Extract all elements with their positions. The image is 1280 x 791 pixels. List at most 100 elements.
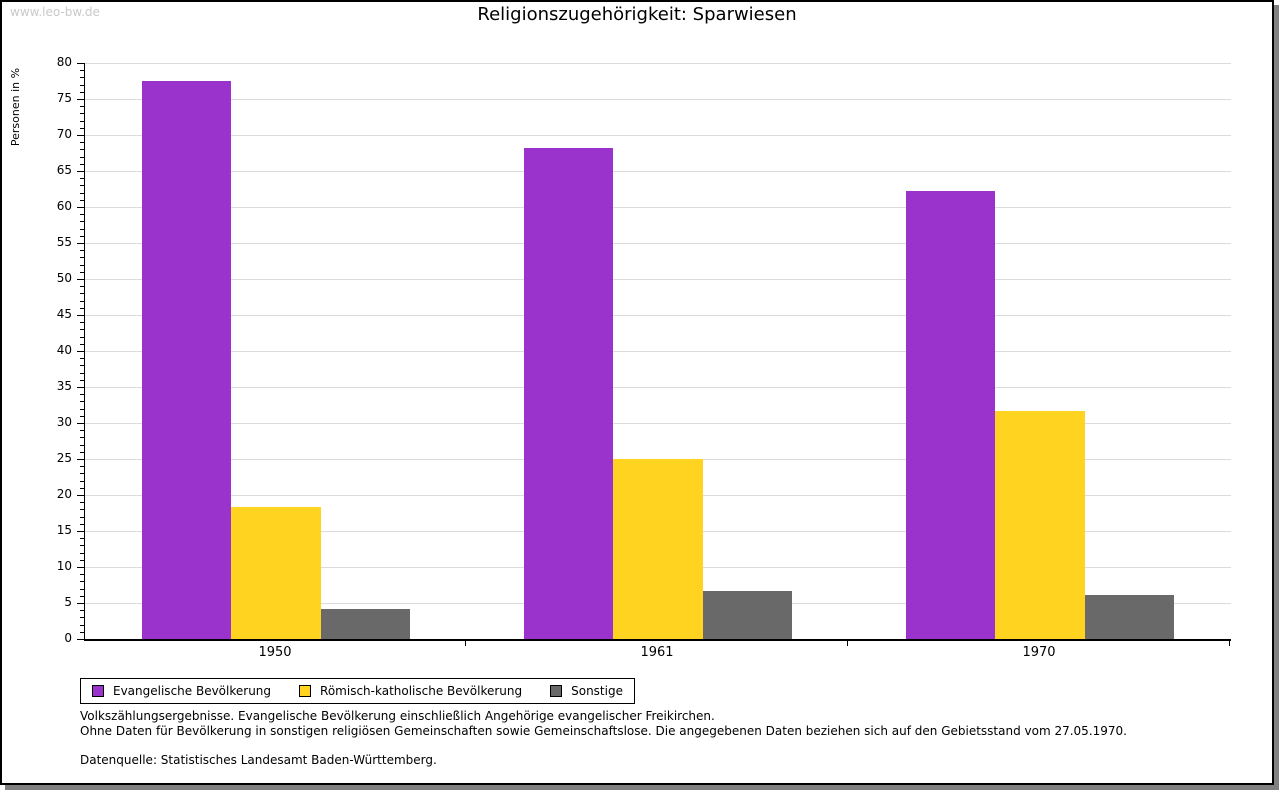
y-minor-tick	[80, 221, 84, 223]
y-tick-label: 40	[56, 343, 72, 357]
y-minor-tick	[80, 624, 84, 626]
y-minor-tick	[80, 192, 84, 194]
y-minor-tick	[80, 502, 84, 504]
y-major-tick	[77, 495, 84, 496]
y-major-tick	[77, 99, 84, 100]
y-major-tick	[77, 279, 84, 280]
y-tick-label: 25	[56, 451, 72, 465]
y-minor-tick	[80, 235, 84, 237]
bar-1970-series2	[995, 410, 1085, 639]
y-tick-label: 65	[56, 163, 72, 177]
x-axis-tick-labels: 1950 1961 1970	[84, 645, 1230, 661]
y-minor-tick	[80, 365, 84, 367]
y-minor-tick	[80, 70, 84, 72]
x-tick-label: 1970	[1022, 645, 1056, 660]
legend-label: Römisch-katholische Bevölkerung	[320, 684, 523, 698]
y-tick-label: 55	[56, 235, 72, 249]
y-minor-tick	[80, 84, 84, 86]
y-minor-tick	[80, 415, 84, 417]
footnote-line: Ohne Daten für Bevölkerung in sonstigen …	[80, 724, 1127, 738]
y-minor-tick	[80, 631, 84, 633]
y-tick-label: 30	[56, 415, 72, 429]
legend: Evangelische Bevölkerung Römisch-katholis…	[80, 678, 635, 704]
y-minor-tick	[80, 610, 84, 612]
footnotes: Volkszählungsergebnisse. Evangelische Be…	[80, 709, 1230, 739]
y-minor-tick	[80, 408, 84, 410]
legend-item: Evangelische Bevölkerung	[92, 684, 271, 698]
y-minor-tick	[80, 185, 84, 187]
y-minor-tick	[80, 444, 84, 446]
y-tick-label: 70	[56, 127, 72, 141]
y-major-tick	[77, 567, 84, 568]
y-tick-label: 0	[64, 631, 72, 645]
y-minor-tick	[80, 466, 84, 468]
y-major-tick	[77, 135, 84, 136]
y-minor-tick	[80, 523, 84, 525]
y-minor-tick	[80, 595, 84, 597]
bar-1950-series3	[320, 609, 411, 639]
y-minor-tick	[80, 437, 84, 439]
gridline	[85, 135, 1231, 136]
data-source: Datenquelle: Statistisches Landesamt Bad…	[80, 753, 437, 767]
bar-1970-series3	[1084, 595, 1175, 639]
gridline	[85, 99, 1231, 100]
y-tick-label: 35	[56, 379, 72, 393]
legend-swatch	[299, 685, 312, 697]
y-major-tick	[77, 531, 84, 532]
y-minor-tick	[80, 509, 84, 511]
y-minor-tick	[80, 149, 84, 151]
y-minor-tick	[80, 581, 84, 583]
y-minor-tick	[80, 552, 84, 554]
bar-1950-series1	[141, 81, 232, 639]
y-major-tick	[77, 207, 84, 208]
y-tick-label: 60	[56, 199, 72, 213]
legend-item: Römisch-katholische Bevölkerung	[299, 684, 522, 698]
y-minor-tick	[80, 286, 84, 288]
y-minor-tick	[80, 77, 84, 79]
y-minor-tick	[80, 516, 84, 518]
y-major-tick	[77, 639, 84, 640]
legend-swatch	[92, 685, 104, 697]
y-minor-tick	[80, 451, 84, 453]
y-minor-tick	[80, 473, 84, 475]
y-minor-tick	[80, 113, 84, 115]
y-major-tick	[77, 315, 84, 316]
y-tick-label: 15	[56, 523, 72, 537]
y-minor-tick	[80, 271, 84, 273]
y-major-tick	[77, 603, 84, 604]
x-axis-ticks	[84, 641, 1230, 647]
y-axis-tick-labels: 0 5 10 15 20 25 30 35 40 45 50 55 60 65 70 75 80	[40, 55, 72, 645]
chart-title: Religionszugehörigkeit: Sparwiesen	[477, 4, 797, 25]
y-tick-label: 10	[56, 559, 72, 573]
y-minor-tick	[80, 91, 84, 93]
y-major-tick	[77, 351, 84, 352]
y-major-tick	[77, 63, 84, 64]
bar-1970-series1	[905, 191, 996, 639]
gridline	[85, 243, 1231, 244]
legend-item: Sonstige	[550, 684, 623, 698]
gridline	[85, 207, 1231, 208]
y-minor-tick	[80, 250, 84, 252]
y-minor-tick	[80, 106, 84, 108]
x-tick-label: 1961	[640, 645, 674, 660]
y-minor-tick	[80, 545, 84, 547]
y-minor-tick	[80, 264, 84, 266]
y-minor-tick	[80, 199, 84, 201]
y-major-tick	[77, 459, 84, 460]
y-minor-tick	[80, 214, 84, 216]
y-minor-tick	[80, 372, 84, 374]
y-minor-tick	[80, 307, 84, 309]
x-tick	[847, 641, 848, 646]
y-tick-label: 5	[64, 595, 72, 609]
y-minor-tick	[80, 538, 84, 540]
y-minor-tick	[80, 394, 84, 396]
gridline	[85, 279, 1231, 280]
gridline	[85, 63, 1231, 64]
y-minor-tick	[80, 156, 84, 158]
x-tick	[1229, 641, 1230, 646]
y-axis-ticks	[77, 63, 84, 640]
y-minor-tick	[80, 322, 84, 324]
bar-1961-series1	[523, 147, 614, 639]
bar-1950-series2	[231, 506, 321, 639]
